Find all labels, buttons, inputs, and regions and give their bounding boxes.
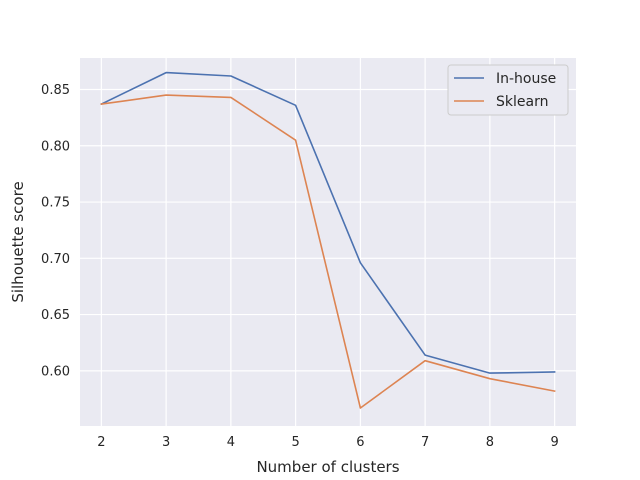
legend: In-house Sklearn: [447, 64, 569, 116]
x-tick-label: 8: [486, 435, 494, 450]
y-tick-label: 0.65: [41, 308, 70, 323]
y-axis-label: Silhouette score: [9, 181, 27, 302]
plot-background: [80, 58, 576, 426]
x-tick-label: 4: [227, 435, 235, 450]
y-tick-label: 0.80: [41, 139, 70, 154]
x-tick-label: 7: [421, 435, 429, 450]
x-tick-label: 3: [162, 435, 170, 450]
y-tick-label: 0.75: [41, 196, 70, 211]
legend-label: Sklearn: [496, 94, 548, 110]
x-axis-label: Number of clusters: [256, 458, 399, 476]
y-tick-label: 0.70: [41, 252, 70, 267]
y-tick-label: 0.60: [41, 364, 70, 379]
x-tick-label: 2: [97, 435, 105, 450]
legend-label: In-house: [496, 71, 556, 87]
x-tick-label: 5: [291, 435, 299, 450]
x-tick-label: 9: [550, 435, 558, 450]
series-lines: [100, 71, 556, 409]
x-tick-label: 6: [356, 435, 364, 450]
tick-labels: 2 3 4 5 6 7 8 9 0.60 0.65 0.70 0.75 0.80 0.85: [41, 83, 559, 450]
grid: [80, 58, 576, 426]
series-line-sklearn: [100, 94, 556, 409]
series-line-in-house: [100, 71, 556, 374]
y-tick-label: 0.85: [41, 83, 70, 98]
